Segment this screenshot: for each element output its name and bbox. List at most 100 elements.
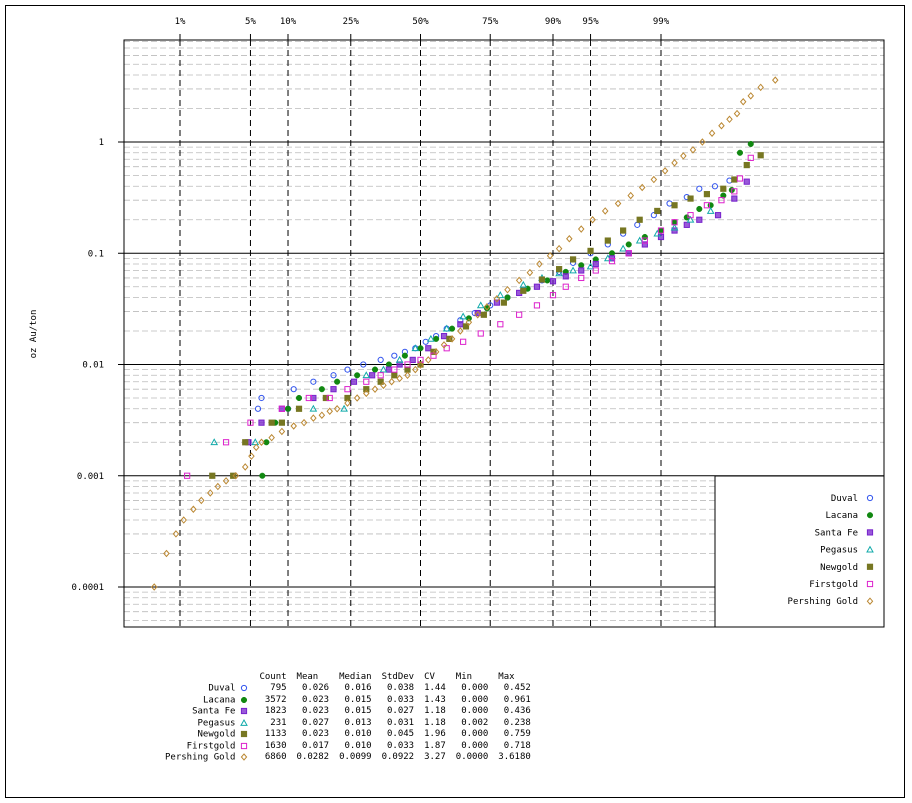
data-point-pershing-gold [493,294,501,303]
data-point-newgold [462,323,470,330]
data-point-santa-fe [425,345,432,352]
data-point-pershing-gold [198,496,205,505]
x-tick-label: 1% [175,17,186,27]
data-point-lacana [465,315,472,322]
stats-body: Duval 795 0.026 0.016 0.038 1.44 0.000 0.452 Lac… [160,683,536,764]
stats-row: Lacana 3572 0.023 0.015 0.033 1.43 0.000 0.961 [160,695,536,707]
data-point-pegasus [459,312,467,320]
data-point-duval [666,200,673,207]
data-point-firstgold [222,439,230,446]
stats-row-name: Newgold [160,729,254,741]
stats-cell-min: 0.0000 [455,752,489,763]
series-pershing-gold [150,76,779,591]
data-point-pershing-gold [566,234,573,243]
stats-row-label: Duval [208,683,236,694]
data-point-pegasus [379,365,388,373]
data-point-pegasus [519,280,528,288]
stats-marker [241,707,248,715]
data-point-lacana [318,386,325,393]
data-point-pershing-gold [353,394,361,402]
data-point-lacana [417,345,424,352]
stats-cell-count: 231 [270,717,287,728]
data-point-newgold [500,299,507,306]
stats-marker [241,684,248,692]
data-point-newgold [363,386,370,393]
x-tick-label: 99% [653,17,670,27]
data-point-pershing-gold [614,199,622,208]
series-santa-fe [245,178,750,446]
stats-cell-median: 0.016 [344,683,372,694]
series-lacana [259,140,754,479]
stats-row-name: Pershing Gold [160,752,254,764]
data-point-pershing-gold [465,318,473,326]
data-point-newgold [295,405,303,412]
stats-marker-shape [241,742,248,749]
stats-header-row: Count Mean Median StdDev CV Min Max [160,672,536,683]
data-point-santa-fe [562,273,569,280]
data-point-lacana [578,262,585,269]
data-point-santa-fe [440,333,448,340]
stats-cell-stddev: 0.033 [387,694,415,705]
data-point-pershing-gold [555,244,563,253]
data-point-lacana [608,250,616,257]
stats-header-cell [160,672,254,683]
stats-cell-mean: 0.027 [301,717,330,728]
x-tick-label: 50% [412,17,429,27]
stats-cell-stddev: 0.031 [387,717,415,728]
y-tick-label: 0.001 [77,472,104,482]
data-point-pegasus [411,344,420,352]
data-point-pershing-gold [344,399,351,407]
data-point-lacana [259,472,266,479]
data-point-pegasus [395,355,404,363]
data-point-pershing-gold [650,175,658,184]
stats-row: Pershing Gold 6860 0.0282 0.0099 0.0922 3.27 0… [160,752,536,764]
data-point-lacana [334,378,341,385]
data-point-firstgold [731,188,738,195]
data-point-firstgold [430,352,437,359]
data-point-duval [360,361,367,368]
data-point-pegasus [427,334,435,342]
data-point-pershing-gold [577,225,585,233]
data-point-pershing-gold [772,76,779,84]
data-point-pershing-gold [180,516,187,524]
data-point-santa-fe [350,378,358,385]
data-point-santa-fe [409,356,416,363]
stats-header-cell: StdDev [381,672,415,682]
data-point-firstgold [326,394,333,402]
data-point-pershing-gold [733,109,741,118]
data-point-firstgold [687,212,694,219]
stats-cell-min: 0.000 [461,729,489,740]
stats-marker [240,718,249,726]
data-point-santa-fe [592,260,599,268]
data-point-duval [422,338,429,345]
data-point-pershing-gold [546,251,554,260]
data-point-firstgold [549,292,557,299]
data-point-newgold [720,185,727,192]
x-tick-label: 10% [280,17,297,27]
data-point-pegasus [670,223,679,231]
stats-row-name: Santa Fe [160,706,254,718]
stats-cell-min: 0.000 [461,694,489,705]
stats-cell-stddev: 0.033 [387,740,415,751]
data-point-santa-fe [457,321,464,328]
stats-cell-mean: 0.017 [301,740,330,751]
data-point-duval [330,372,337,379]
legend-marker [866,529,874,536]
stats-marker-shape [241,684,248,692]
data-point-pershing-gold [432,348,440,356]
data-point-newgold [604,237,611,244]
stats-cell-median: 0.010 [344,740,372,751]
data-point-pershing-gold [661,167,669,175]
data-point-pegasus [706,206,715,214]
data-point-firstgold [592,267,599,274]
data-point-pershing-gold [318,411,326,419]
stats-cell-median: 0.013 [344,717,372,728]
data-point-pegasus [569,266,577,274]
y-axis-label: oz Au/ton [29,310,39,359]
data-point-pershing-gold [150,583,158,591]
data-point-santa-fe [369,372,376,379]
data-point-pershing-gold [190,505,197,514]
stats-cell-count: 795 [270,683,287,694]
stats-cell-stddev: 0.045 [387,729,415,740]
data-point-pershing-gold [363,389,370,398]
